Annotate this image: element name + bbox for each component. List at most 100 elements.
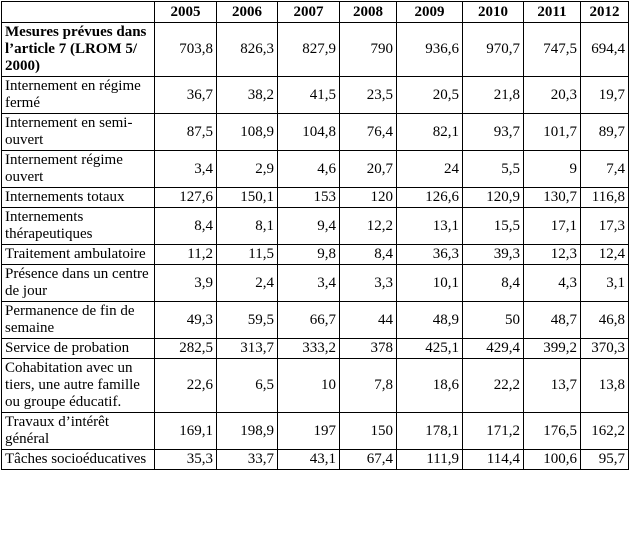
cell-value: 59,5 [216, 301, 278, 339]
cell-value: 76,4 [339, 113, 397, 151]
table-row: Mesures prévues dans l’article 7 (LROM 5… [1, 22, 629, 77]
cell-value: 6,5 [216, 358, 278, 413]
row-label: Internement en semi-ouvert [1, 113, 155, 151]
cell-value: 126,6 [396, 187, 463, 208]
column-header: 2007 [277, 1, 340, 23]
table-row: Internements totaux 127,6 150,1 153 120 126,6… [1, 187, 629, 208]
column-header: 2005 [154, 1, 217, 23]
cell-value: 46,8 [580, 301, 629, 339]
cell-value: 108,9 [216, 113, 278, 151]
cell-value: 790 [339, 22, 397, 77]
cell-value: 3,1 [580, 264, 629, 302]
column-header: 2010 [462, 1, 524, 23]
cell-value: 3,3 [339, 264, 397, 302]
cell-value: 8,4 [339, 244, 397, 265]
cell-value: 12,3 [523, 244, 581, 265]
cell-value: 333,2 [277, 338, 340, 359]
cell-value: 169,1 [154, 412, 217, 450]
cell-value: 44 [339, 301, 397, 339]
cell-value: 36,3 [396, 244, 463, 265]
cell-value: 38,2 [216, 76, 278, 114]
cell-value: 15,5 [462, 207, 524, 245]
data-table: 2005 2006 2007 2008 2009 2010 2011 2012 Mesures… [1, 1, 629, 470]
cell-value: 89,7 [580, 113, 629, 151]
table-row: Internement en semi-ouvert 87,5 108,9 104,8… [1, 113, 629, 151]
corner-cell [1, 1, 155, 23]
cell-value: 10 [277, 358, 340, 413]
cell-value: 48,7 [523, 301, 581, 339]
cell-value: 20,5 [396, 76, 463, 114]
cell-value: 150 [339, 412, 397, 450]
row-label: Internement en régime fermé [1, 76, 155, 114]
cell-value: 827,9 [277, 22, 340, 77]
cell-value: 93,7 [462, 113, 524, 151]
cell-value: 153 [277, 187, 340, 208]
cell-value: 48,9 [396, 301, 463, 339]
cell-value: 19,7 [580, 76, 629, 114]
cell-value: 18,6 [396, 358, 463, 413]
cell-value: 22,2 [462, 358, 524, 413]
table-row: Internement en régime fermé 36,7 38,2 41,5 2… [1, 76, 629, 114]
table-row: Tâches socioéducatives 35,3 33,7 43,1 67,4 11… [1, 449, 629, 470]
row-label: Travaux d’intérêt général [1, 412, 155, 450]
row-label: Tâches socioéducatives [1, 449, 155, 470]
cell-value: 162,2 [580, 412, 629, 450]
cell-value: 178,1 [396, 412, 463, 450]
table-row: Internement régime ouvert 3,4 2,9 4,6 20,7 24… [1, 150, 629, 188]
cell-value: 100,6 [523, 449, 581, 470]
cell-value: 378 [339, 338, 397, 359]
cell-value: 7,4 [580, 150, 629, 188]
row-label: Service de probation [1, 338, 155, 359]
cell-value: 8,4 [154, 207, 217, 245]
cell-value: 50 [462, 301, 524, 339]
cell-value: 747,5 [523, 22, 581, 77]
cell-value: 20,3 [523, 76, 581, 114]
cell-value: 370,3 [580, 338, 629, 359]
column-header: 2012 [580, 1, 629, 23]
cell-value: 150,1 [216, 187, 278, 208]
cell-value: 87,5 [154, 113, 217, 151]
cell-value: 9 [523, 150, 581, 188]
row-label: Internements totaux [1, 187, 155, 208]
cell-value: 13,1 [396, 207, 463, 245]
cell-value: 198,9 [216, 412, 278, 450]
column-header: 2006 [216, 1, 278, 23]
cell-value: 104,8 [277, 113, 340, 151]
cell-value: 33,7 [216, 449, 278, 470]
cell-value: 114,4 [462, 449, 524, 470]
cell-value: 4,3 [523, 264, 581, 302]
cell-value: 970,7 [462, 22, 524, 77]
cell-value: 120 [339, 187, 397, 208]
row-label: Traitement ambulatoire [1, 244, 155, 265]
cell-value: 171,2 [462, 412, 524, 450]
cell-value: 41,5 [277, 76, 340, 114]
cell-value: 120,9 [462, 187, 524, 208]
cell-value: 9,8 [277, 244, 340, 265]
cell-value: 425,1 [396, 338, 463, 359]
cell-value: 130,7 [523, 187, 581, 208]
table-body: Mesures prévues dans l’article 7 (LROM 5… [1, 22, 629, 470]
cell-value: 17,3 [580, 207, 629, 245]
cell-value: 2,4 [216, 264, 278, 302]
cell-value: 49,3 [154, 301, 217, 339]
cell-value: 313,7 [216, 338, 278, 359]
cell-value: 17,1 [523, 207, 581, 245]
cell-value: 3,4 [154, 150, 217, 188]
cell-value: 9,4 [277, 207, 340, 245]
table-row: Présence dans un centre de jour 3,9 2,4 3,4… [1, 264, 629, 302]
cell-value: 936,6 [396, 22, 463, 77]
header-row: 2005 2006 2007 2008 2009 2010 2011 2012 [1, 1, 629, 23]
table-row: Permanence de fin de semaine 49,3 59,5 66,7… [1, 301, 629, 339]
cell-value: 101,7 [523, 113, 581, 151]
cell-value: 4,6 [277, 150, 340, 188]
row-label: Cohabitation avec un tiers, une autre fa… [1, 358, 155, 413]
cell-value: 7,8 [339, 358, 397, 413]
cell-value: 429,4 [462, 338, 524, 359]
cell-value: 12,4 [580, 244, 629, 265]
cell-value: 66,7 [277, 301, 340, 339]
cell-value: 13,8 [580, 358, 629, 413]
cell-value: 11,5 [216, 244, 278, 265]
cell-value: 176,5 [523, 412, 581, 450]
cell-value: 21,8 [462, 76, 524, 114]
cell-value: 282,5 [154, 338, 217, 359]
